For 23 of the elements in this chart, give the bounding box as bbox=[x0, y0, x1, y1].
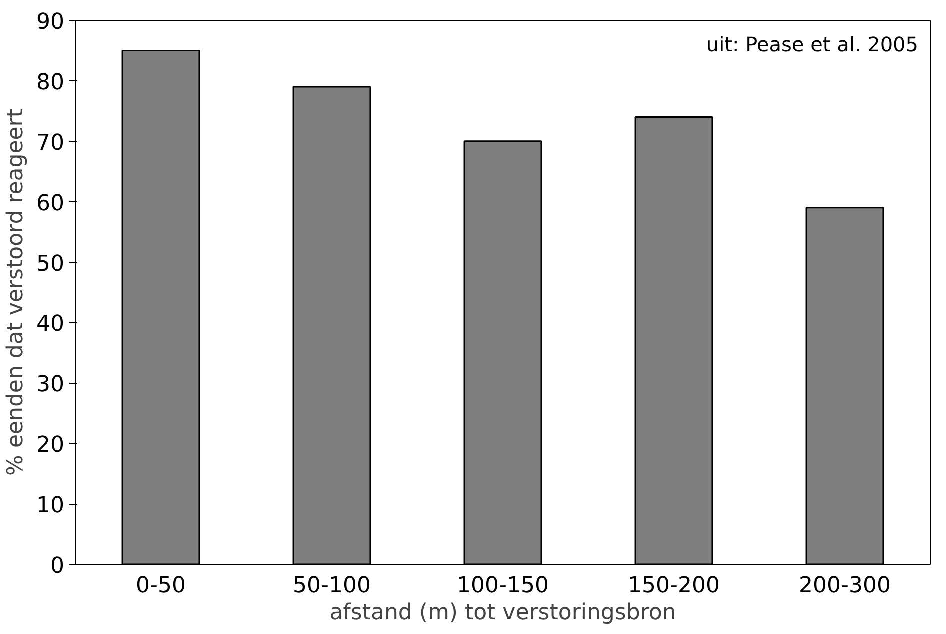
annotation: uit: Pease et al. 2005 bbox=[706, 32, 919, 56]
y-tick-label: 40 bbox=[36, 312, 65, 338]
x-tick-label: 50-100 bbox=[293, 574, 371, 598]
bar bbox=[634, 116, 714, 564]
y-tick-label: 0 bbox=[50, 554, 65, 579]
y-tick-label: 70 bbox=[36, 130, 65, 156]
x-tick-label: 0-50 bbox=[136, 574, 186, 598]
y-tick-label: 80 bbox=[36, 70, 65, 96]
y-tick-label: 20 bbox=[36, 433, 65, 458]
x-tick-label: 150-200 bbox=[628, 574, 720, 598]
bar bbox=[806, 207, 884, 564]
y-tick-label: 60 bbox=[36, 191, 65, 216]
bar bbox=[122, 50, 200, 564]
x-tick-label: 200-300 bbox=[799, 574, 891, 598]
x-axis-title: afstand (m) tot verstoringsbron bbox=[330, 600, 676, 626]
x-tick-label: 100-150 bbox=[457, 574, 549, 598]
y-tick-label: 90 bbox=[36, 10, 65, 35]
y-axis-title: % eenden dat verstoord reageert bbox=[4, 108, 29, 476]
bar bbox=[464, 140, 542, 564]
y-tick-label: 10 bbox=[36, 494, 65, 519]
bar bbox=[292, 86, 372, 564]
y-tick-label: 30 bbox=[36, 372, 65, 398]
y-tick-label: 50 bbox=[36, 252, 65, 277]
